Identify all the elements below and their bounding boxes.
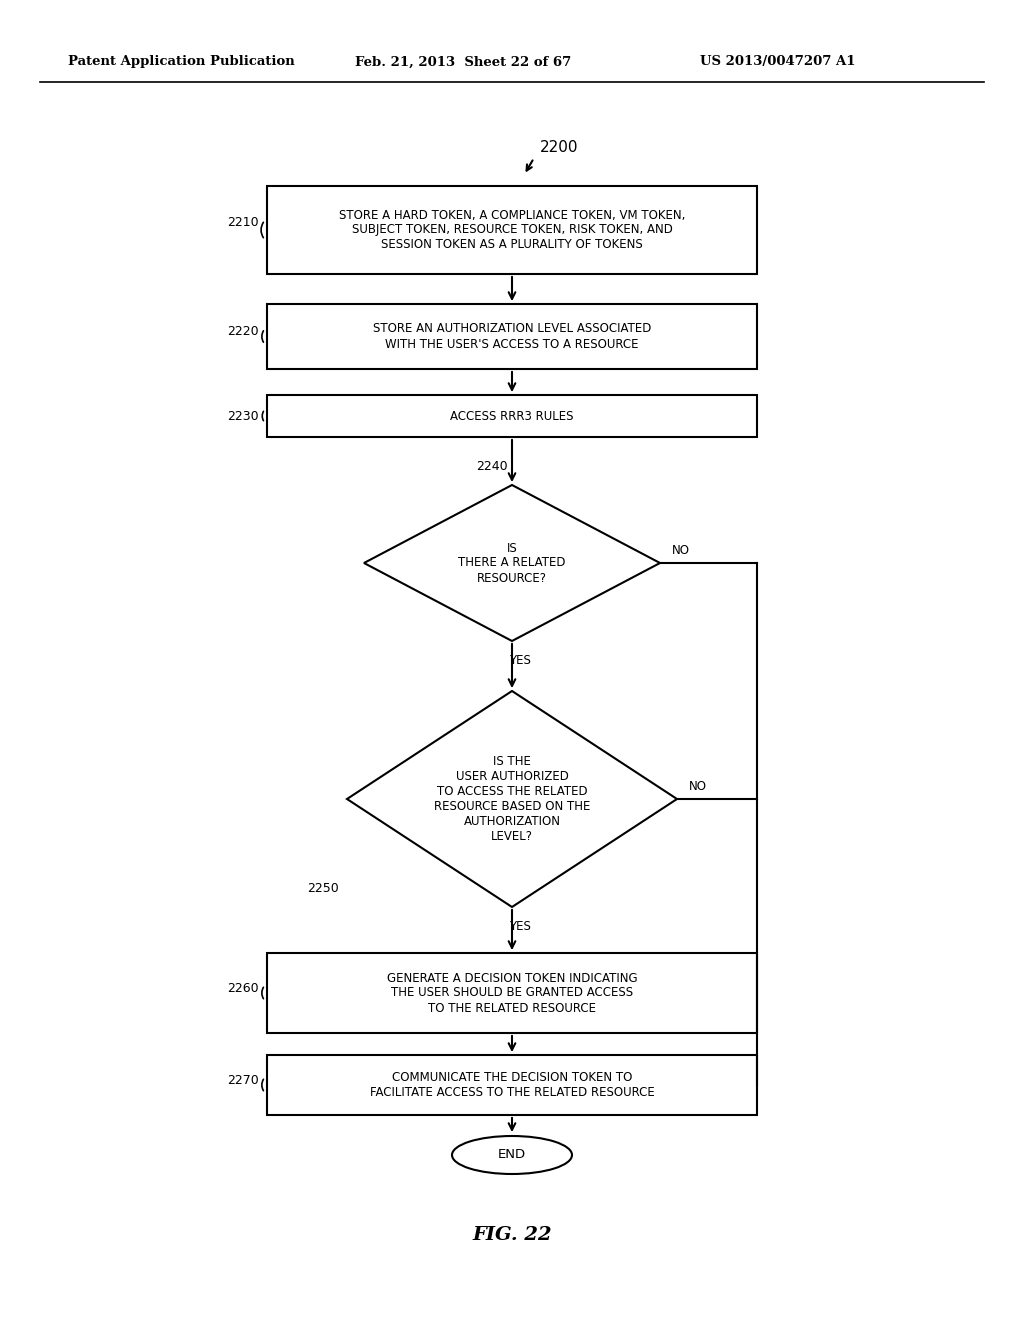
Text: COMMUNICATE THE DECISION TOKEN TO
FACILITATE ACCESS TO THE RELATED RESOURCE: COMMUNICATE THE DECISION TOKEN TO FACILI… (370, 1071, 654, 1100)
Text: NO: NO (689, 780, 707, 793)
Text: GENERATE A DECISION TOKEN INDICATING
THE USER SHOULD BE GRANTED ACCESS
TO THE RE: GENERATE A DECISION TOKEN INDICATING THE… (387, 972, 637, 1015)
Ellipse shape (452, 1137, 572, 1173)
Polygon shape (364, 484, 660, 642)
Text: 2200: 2200 (540, 140, 579, 156)
Text: YES: YES (509, 920, 530, 933)
Text: YES: YES (509, 655, 530, 668)
Polygon shape (347, 690, 677, 907)
Text: 2260: 2260 (227, 982, 259, 994)
Text: ACCESS RRR3 RULES: ACCESS RRR3 RULES (451, 409, 573, 422)
Text: 2270: 2270 (227, 1073, 259, 1086)
Text: 2230: 2230 (227, 409, 259, 422)
Text: IS THE
USER AUTHORIZED
TO ACCESS THE RELATED
RESOURCE BASED ON THE
AUTHORIZATION: IS THE USER AUTHORIZED TO ACCESS THE REL… (434, 755, 590, 843)
Text: STORE A HARD TOKEN, A COMPLIANCE TOKEN, VM TOKEN,
SUBJECT TOKEN, RESOURCE TOKEN,: STORE A HARD TOKEN, A COMPLIANCE TOKEN, … (339, 209, 685, 252)
Text: FIG. 22: FIG. 22 (472, 1226, 552, 1243)
Text: IS
THERE A RELATED
RESOURCE?: IS THERE A RELATED RESOURCE? (459, 541, 565, 585)
Bar (267, 186, 757, 275)
Text: US 2013/0047207 A1: US 2013/0047207 A1 (700, 55, 855, 69)
Text: 2250: 2250 (307, 883, 339, 895)
Text: Feb. 21, 2013  Sheet 22 of 67: Feb. 21, 2013 Sheet 22 of 67 (355, 55, 571, 69)
Bar (267, 304, 757, 370)
Text: Patent Application Publication: Patent Application Publication (68, 55, 295, 69)
Text: 2240: 2240 (476, 461, 508, 474)
Text: STORE AN AUTHORIZATION LEVEL ASSOCIATED
WITH THE USER'S ACCESS TO A RESOURCE: STORE AN AUTHORIZATION LEVEL ASSOCIATED … (373, 322, 651, 351)
Text: 2220: 2220 (227, 325, 259, 338)
Text: NO: NO (672, 544, 690, 557)
Bar (267, 1055, 757, 1115)
Text: 2210: 2210 (227, 215, 259, 228)
Text: END: END (498, 1148, 526, 1162)
Bar (267, 395, 757, 437)
Bar (267, 953, 757, 1034)
